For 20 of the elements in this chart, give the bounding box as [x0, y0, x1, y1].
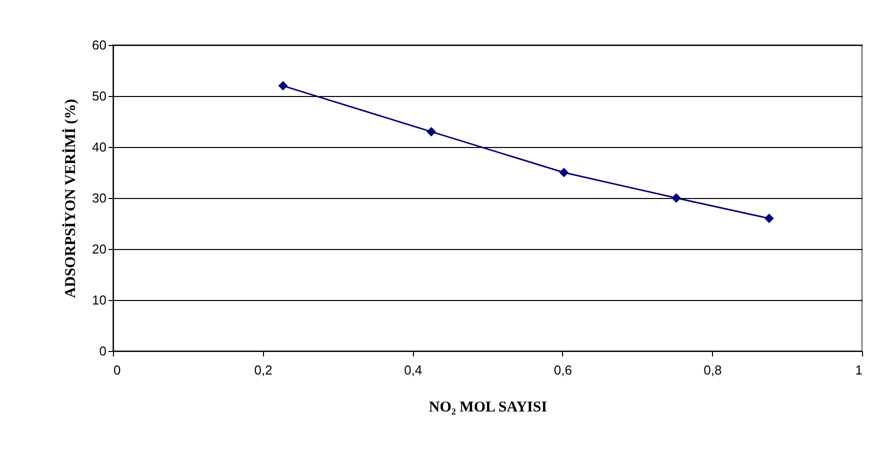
point — [426, 126, 436, 136]
point — [559, 168, 569, 178]
y-tick-label: 30 — [92, 190, 106, 206]
y-tick-label: 60 — [92, 38, 106, 52]
y-tick-label: 0 — [99, 344, 106, 358]
x-tick-label: 0 — [114, 362, 121, 378]
y-axis-title: ADSORPSİYON VERİMİ (%) — [62, 99, 80, 298]
y-tick-label: 50 — [92, 88, 106, 104]
point — [764, 214, 774, 224]
point — [672, 193, 681, 203]
x-axis-title: NO₂ MOL SAYISI — [428, 400, 548, 416]
y-tick-label: 20 — [92, 242, 106, 256]
x-tick-label: 0,2 — [254, 362, 272, 378]
x-tick-label: 0,4 — [404, 362, 422, 378]
x-tick-label: 0,8 — [704, 362, 722, 378]
x-tick-label: 1 — [855, 362, 862, 378]
point — [278, 81, 288, 91]
y-tick-label: 40 — [92, 140, 106, 154]
y-tick-label: 10 — [92, 292, 106, 308]
x-tick-label: 0,6 — [554, 362, 572, 378]
